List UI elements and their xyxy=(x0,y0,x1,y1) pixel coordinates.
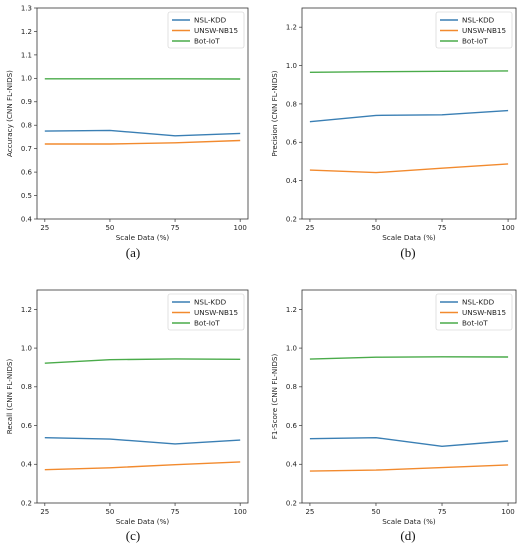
y-axis-label: F1-Score (CNN FL-NIDS) xyxy=(270,354,279,440)
y-axis-label: Recall (CNN FL-NIDS) xyxy=(5,359,14,435)
series-line-nsl-kdd xyxy=(309,437,509,447)
legend-label: UNSW-NB15 xyxy=(462,308,506,317)
series-line-bot-iot xyxy=(309,356,509,360)
y-tick-label: 0.4 xyxy=(21,215,33,223)
x-axis-label: Scale Data (%) xyxy=(116,233,170,242)
y-tick-label: 1.3 xyxy=(21,4,32,12)
x-tick-label: 75 xyxy=(438,224,447,232)
chart-panel-3: 0.2 0.4 0.6 0.8 1.0 1.2 25 50 75 100 Scale Data (%… xyxy=(5,289,249,543)
x-tick-label: 75 xyxy=(438,508,447,516)
legend-label: UNSW-NB15 xyxy=(194,308,238,317)
x-axis-label: Scale Data (%) xyxy=(382,233,436,242)
y-tick-label: 1.0 xyxy=(21,75,32,83)
x-axis-label: Scale Data (%) xyxy=(116,517,170,526)
x-tick-label: 25 xyxy=(305,224,314,232)
x-tick-label: 50 xyxy=(372,508,381,516)
x-tick-label: 100 xyxy=(501,224,514,232)
plot-frame xyxy=(36,7,249,220)
x-tick-label: 25 xyxy=(305,508,314,516)
chart-panel-4: 0.2 0.4 0.6 0.8 1.0 1.2 25 50 75 100 Scale Data (%… xyxy=(270,289,517,543)
legend-box xyxy=(167,11,245,49)
panel-caption: (b) xyxy=(400,245,415,260)
series-line-unsw-nb15 xyxy=(309,163,509,174)
legend-label: UNSW-NB15 xyxy=(462,26,506,35)
y-tick-label: 0.8 xyxy=(286,100,297,108)
panel-caption: (d) xyxy=(400,528,415,543)
legend-box xyxy=(167,293,245,331)
chart-panel-2: 0.2 0.4 0.6 0.8 1.0 1.2 25 50 75 100 Scale Data (%… xyxy=(270,7,517,260)
y-tick-label: 0.7 xyxy=(21,145,32,153)
series-line-unsw-nb15 xyxy=(309,464,509,472)
legend-label: NSL-KDD xyxy=(462,298,495,307)
y-tick-label: 1.2 xyxy=(286,24,297,32)
y-tick-label: 0.8 xyxy=(286,383,297,391)
x-tick-label: 25 xyxy=(40,224,49,232)
panel-caption: (c) xyxy=(126,528,140,543)
series-line-bot-iot xyxy=(309,70,509,73)
y-tick-label: 1.0 xyxy=(21,344,32,352)
x-tick-label: 50 xyxy=(372,224,381,232)
y-tick-label: 0.5 xyxy=(21,192,32,200)
legend-label: NSL-KDD xyxy=(462,16,495,25)
y-tick-label: 0.9 xyxy=(21,98,32,106)
chart-panel-1: 0.4 0.5 0.6 0.7 0.8 0.9 1.0 1.1 1.2 1.3 25 50 75 100 S… xyxy=(5,4,249,260)
y-tick-label: 1.0 xyxy=(286,344,297,352)
y-axis-label: Precision (CNN FL-NIDS) xyxy=(270,70,279,156)
x-tick-label: 75 xyxy=(171,224,180,232)
y-tick-label: 0.6 xyxy=(286,422,298,430)
series-line-nsl-kdd xyxy=(44,437,241,445)
y-tick-label: 1.2 xyxy=(21,28,32,36)
legend-label: NSL-KDD xyxy=(194,298,227,307)
x-tick-label: 50 xyxy=(105,508,114,516)
series-line-unsw-nb15 xyxy=(44,139,241,145)
series-line-nsl-kdd xyxy=(44,129,241,137)
x-tick-label: 100 xyxy=(501,508,514,516)
y-tick-label: 0.8 xyxy=(21,122,32,130)
legend-label: Bot-IoT xyxy=(462,37,488,46)
y-tick-label: 1.2 xyxy=(21,306,32,314)
x-tick-label: 50 xyxy=(105,224,114,232)
legend-box xyxy=(435,293,513,331)
legend-label: NSL-KDD xyxy=(194,16,227,25)
y-tick-label: 0.6 xyxy=(21,422,33,430)
x-tick-label: 25 xyxy=(40,508,49,516)
y-tick-label: 0.2 xyxy=(21,499,32,507)
plot-frame xyxy=(301,289,517,504)
series-line-nsl-kdd xyxy=(309,109,509,123)
x-tick-label: 100 xyxy=(233,508,246,516)
y-tick-label: 0.2 xyxy=(286,499,297,507)
series-line-unsw-nb15 xyxy=(44,461,241,471)
legend-label: UNSW-NB15 xyxy=(194,26,238,35)
y-tick-label: 1.2 xyxy=(286,306,297,314)
y-tick-label: 0.4 xyxy=(286,177,298,185)
y-tick-label: 0.6 xyxy=(286,139,298,147)
plot-frame xyxy=(36,289,249,504)
y-axis-label: Accuracy (CNN FL-NIDS) xyxy=(5,70,14,157)
y-tick-label: 0.4 xyxy=(21,461,33,469)
y-tick-label: 1.0 xyxy=(286,62,297,70)
y-tick-label: 0.4 xyxy=(286,461,298,469)
legend-label: Bot-IoT xyxy=(194,319,220,328)
series-line-bot-iot xyxy=(44,358,241,364)
x-tick-label: 100 xyxy=(233,224,246,232)
y-tick-label: 1.1 xyxy=(21,51,32,59)
x-tick-label: 75 xyxy=(171,508,180,516)
y-tick-label: 0.2 xyxy=(286,215,297,223)
y-tick-label: 0.8 xyxy=(21,383,32,391)
x-axis-label: Scale Data (%) xyxy=(382,517,436,526)
legend-label: Bot-IoT xyxy=(462,319,488,328)
legend-box xyxy=(435,11,513,49)
legend-label: Bot-IoT xyxy=(194,37,220,46)
y-tick-label: 0.6 xyxy=(21,169,33,177)
plot-frame xyxy=(301,7,517,220)
panel-caption: (a) xyxy=(126,245,140,260)
